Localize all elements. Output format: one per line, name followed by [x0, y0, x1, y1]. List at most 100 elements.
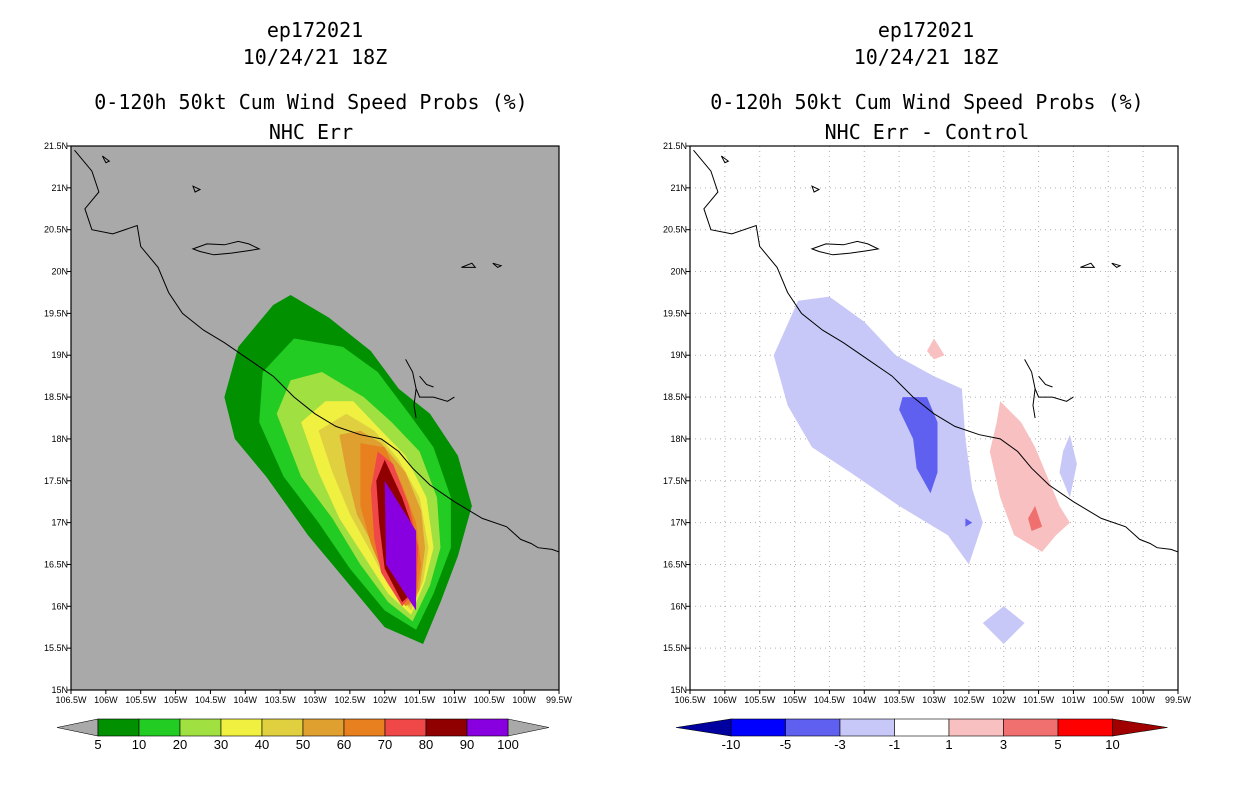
y-tick-label: 16N — [51, 601, 68, 611]
colorbar-swatch — [839, 718, 895, 737]
x-tick-label: 100.5W — [1093, 695, 1125, 705]
colorbar-label: 100 — [497, 737, 519, 752]
colorbar-swatch — [730, 718, 786, 737]
colorbar-label: 60 — [337, 737, 351, 752]
colorbar-under-arrow — [675, 718, 732, 737]
coastline-island — [810, 240, 880, 256]
contour-level--1 — [982, 606, 1025, 644]
coastline-inlet — [413, 388, 417, 419]
y-tick-label: 17N — [51, 518, 68, 528]
right-x-axis: 106.5W 106W 105.5W 105W 104.5W 104W 103.5W 103W… — [674, 690, 1192, 705]
y-tick-label: 19.5N — [44, 308, 68, 318]
x-tick-label: 99.5W — [1165, 695, 1192, 705]
colorbar-swatch — [1003, 718, 1059, 737]
left-panel: ep172021 10/24/21 18Z 0-120h 50kt Cum Wi… — [44, 18, 573, 752]
colorbar-label: -1 — [889, 737, 901, 752]
right-title: ep172021 10/24/21 18Z 0-120h 50kt Cum Wi… — [710, 18, 1143, 144]
right-title-line-2: 10/24/21 18Z — [854, 45, 999, 69]
colorbar-label: 5 — [1054, 737, 1061, 752]
left-title-line-4: NHC Err — [269, 120, 353, 144]
coastline-inlet — [1032, 388, 1036, 419]
colorbar-label: 90 — [460, 737, 474, 752]
colorbar-label: 70 — [378, 737, 392, 752]
y-tick-label: 21N — [51, 183, 68, 193]
x-tick-label: 105W — [164, 695, 188, 705]
coastline-inlet — [1024, 359, 1074, 402]
coastline-mainland — [74, 149, 559, 553]
x-tick-label: 104W — [853, 695, 877, 705]
coastline-island — [461, 262, 477, 268]
colorbar-swatch — [1057, 718, 1113, 737]
x-tick-label: 101W — [443, 695, 467, 705]
contour-level--1 — [773, 296, 983, 565]
colorbar-label: -3 — [834, 737, 846, 752]
x-tick-label: 101.5W — [404, 695, 436, 705]
colorbar-label: 80 — [419, 737, 433, 752]
right-contours — [773, 296, 1077, 644]
x-tick-label: 106W — [94, 695, 118, 705]
colorbar-swatch — [948, 718, 1004, 737]
colorbar-swatch — [138, 718, 181, 737]
y-tick-label: 21.5N — [44, 141, 68, 151]
coastline-inlet — [405, 359, 455, 402]
x-tick-label: 103W — [922, 695, 946, 705]
x-tick-label: 102W — [992, 695, 1016, 705]
colorbar-label: 50 — [296, 737, 310, 752]
coastline-island — [720, 155, 730, 164]
x-tick-label: 102.5W — [334, 695, 366, 705]
x-tick-label: 106W — [713, 695, 737, 705]
y-tick-label: 16.5N — [663, 559, 687, 569]
y-tick-label: 16N — [670, 601, 687, 611]
y-tick-label: 20.5N — [44, 225, 68, 235]
y-tick-label: 19N — [670, 350, 687, 360]
coastline-island — [101, 155, 111, 164]
left-y-axis: 15N 15.5N 16N 16.5N 17N 17.5N 18N 18.5N 19N 19.5N… — [44, 141, 71, 695]
right-title-line-1: ep172021 — [878, 18, 974, 42]
colorbar-label: 10 — [1105, 737, 1119, 752]
y-tick-label: 18N — [51, 434, 68, 444]
x-tick-label: 104W — [234, 695, 258, 705]
colorbar-label: 30 — [214, 737, 228, 752]
colorbar-swatch — [302, 718, 345, 737]
coastline-island — [191, 240, 261, 256]
contour-level--3 — [965, 518, 973, 527]
y-tick-label: 20N — [51, 267, 68, 277]
colorbar-swatch — [384, 718, 427, 737]
right-y-axis: 15N 15.5N 16N 16.5N 17N 17.5N 18N 18.5N 19N 19.5N… — [663, 141, 690, 695]
colorbar-label: 5 — [94, 737, 101, 752]
contour-level--3 — [899, 397, 938, 494]
colorbar-swatch — [466, 718, 509, 737]
x-tick-label: 103.5W — [884, 695, 916, 705]
coastline-island — [1080, 262, 1096, 268]
colorbar-swatch — [425, 718, 468, 737]
x-tick-label: 101.5W — [1023, 695, 1055, 705]
x-tick-label: 104.5W — [195, 695, 227, 705]
left-coastline — [74, 149, 559, 553]
coastline-inlet — [419, 375, 434, 388]
coastline-island — [192, 185, 202, 193]
coastline-island — [811, 185, 821, 193]
left-colorbar: 5 10 20 30 40 50 60 70 80 90 100 — [56, 718, 550, 752]
x-tick-label: 105.5W — [744, 695, 776, 705]
y-tick-label: 15.5N — [44, 643, 68, 653]
colorbar-under-arrow — [56, 718, 99, 737]
x-tick-label: 106.5W — [674, 695, 706, 705]
colorbar-label: 3 — [1000, 737, 1007, 752]
y-tick-label: 19N — [51, 350, 68, 360]
colorbar-swatch — [179, 718, 222, 737]
x-tick-label: 105.5W — [125, 695, 157, 705]
colorbar-over-arrow — [507, 718, 550, 737]
y-tick-label: 18.5N — [44, 392, 68, 402]
x-tick-label: 100W — [1131, 695, 1155, 705]
coastline-mainland — [693, 149, 1178, 553]
colorbar-swatch — [97, 718, 140, 737]
y-tick-label: 17.5N — [663, 476, 687, 486]
y-tick-label: 21.5N — [663, 141, 687, 151]
y-tick-label: 15.5N — [663, 643, 687, 653]
x-tick-label: 102W — [373, 695, 397, 705]
y-tick-label: 18N — [670, 434, 687, 444]
y-tick-label: 20N — [670, 267, 687, 277]
colorbar-swatch — [785, 718, 841, 737]
colorbar-label: -10 — [722, 737, 741, 752]
x-tick-label: 104.5W — [814, 695, 846, 705]
